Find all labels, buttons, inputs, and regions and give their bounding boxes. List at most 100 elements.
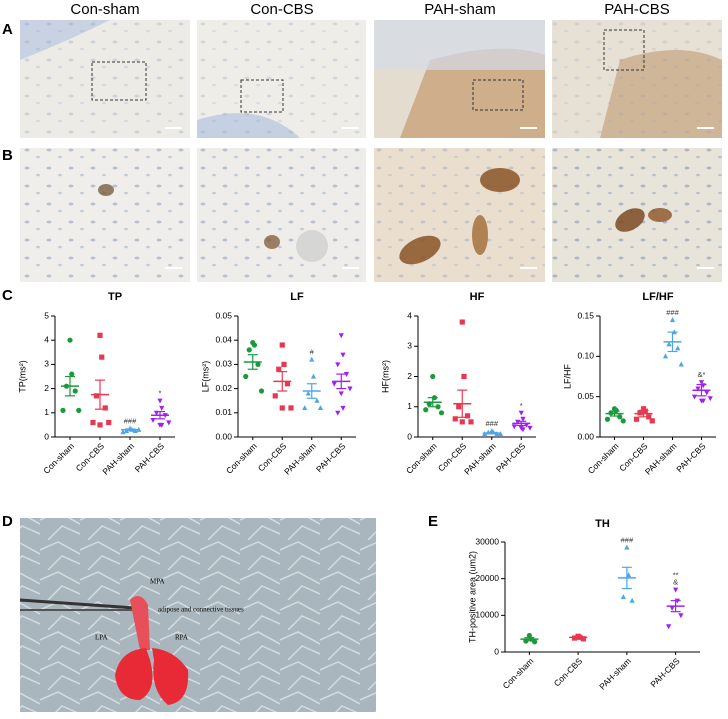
data-point — [707, 396, 713, 402]
data-point — [150, 417, 156, 423]
significance-label: * — [159, 389, 162, 398]
significance-label: ### — [485, 419, 498, 428]
data-point — [452, 416, 458, 422]
panel-letter: A — [2, 21, 13, 38]
significance-label: ### — [666, 308, 679, 317]
data-point — [60, 407, 66, 413]
data-point — [662, 353, 669, 359]
data-point — [279, 405, 285, 411]
y-tick-label: 0.03 — [215, 359, 232, 369]
x-tick-label: PAH-sham — [643, 441, 679, 477]
significance-label: * — [520, 401, 523, 410]
photo-label: RPA — [175, 634, 188, 642]
data-point — [695, 386, 701, 392]
y-tick-label: 20000 — [475, 573, 499, 583]
column-header: Con-CBS — [250, 1, 313, 18]
data-point — [459, 319, 465, 325]
y-tick-label: 5 — [44, 310, 49, 320]
data-point — [97, 332, 103, 338]
y-tick-label: 0.00 — [577, 431, 594, 441]
data-point — [335, 362, 341, 368]
data-point — [335, 410, 341, 416]
chart-title: LF/HF — [642, 291, 673, 303]
y-tick-label: 4 — [44, 334, 49, 344]
data-point — [423, 407, 429, 413]
data-point — [310, 373, 317, 379]
y-tick-label: 1 — [44, 407, 49, 417]
y-axis-title: LF/HF — [562, 364, 572, 390]
panel-letter: E — [428, 513, 438, 530]
data-point — [673, 587, 679, 593]
data-point — [305, 390, 311, 396]
data-point — [102, 405, 108, 411]
data-point — [620, 418, 626, 424]
photo-label: LPA — [95, 634, 108, 642]
data-point — [159, 422, 165, 428]
photo-label: adipose and connective tissues — [158, 606, 244, 614]
y-tick-label: 0 — [494, 646, 499, 656]
data-point — [255, 361, 261, 367]
histology-row-b — [20, 148, 722, 282]
data-point — [646, 414, 652, 420]
data-point — [279, 342, 285, 348]
data-point — [99, 354, 105, 360]
chart-title: LF — [290, 291, 304, 303]
data-point — [624, 544, 630, 550]
data-point — [620, 594, 626, 600]
data-point — [258, 388, 265, 394]
column-header: Con-sham — [70, 1, 139, 18]
data-point — [666, 341, 672, 347]
data-point — [76, 407, 82, 413]
x-tick-label: PAH-CBS — [494, 441, 528, 475]
data-point — [461, 373, 467, 380]
data-point — [675, 345, 681, 351]
data-point — [67, 337, 73, 343]
data-point — [435, 404, 441, 410]
data-point — [347, 386, 353, 392]
y-tick-label: 4 — [407, 310, 412, 320]
data-point — [276, 366, 282, 372]
x-tick-label: Con-sham — [224, 441, 259, 476]
data-point — [272, 393, 278, 399]
y-axis-title: TP(ms²) — [17, 360, 27, 393]
x-tick-label: PAH-sham — [597, 656, 633, 692]
data-point — [159, 405, 165, 411]
data-point — [157, 398, 163, 404]
y-tick-label: 0.00 — [215, 431, 232, 441]
data-point — [288, 405, 294, 411]
y-tick-label: 0 — [44, 431, 49, 441]
x-tick-label: PAH-sham — [282, 441, 318, 477]
data-point — [617, 414, 623, 420]
data-point — [106, 419, 112, 426]
y-tick-label: 0.15 — [577, 310, 594, 320]
data-point — [518, 410, 524, 416]
y-tick-label: 0 — [407, 431, 412, 441]
data-point — [317, 405, 324, 411]
x-tick-label: Con-sham — [41, 441, 76, 476]
data-point — [520, 427, 526, 433]
x-tick-label: PAH-CBS — [648, 656, 682, 690]
data-point — [97, 422, 103, 428]
data-point — [678, 613, 684, 619]
data-point — [90, 419, 96, 426]
histology-row-a — [20, 20, 722, 138]
y-tick-label: 2 — [407, 371, 412, 381]
data-point — [314, 397, 320, 403]
data-point — [438, 410, 445, 416]
significance-label: ** — [673, 571, 679, 580]
data-point — [343, 372, 350, 377]
data-point — [281, 361, 287, 367]
data-point — [284, 381, 291, 387]
data-point — [243, 373, 249, 380]
x-tick-label: PAH-CBS — [133, 441, 167, 475]
data-point — [251, 342, 258, 348]
significance-label: ### — [124, 417, 137, 426]
data-point — [340, 352, 346, 358]
data-point — [700, 398, 706, 404]
data-point — [430, 373, 436, 380]
data-point — [629, 597, 635, 603]
data-point — [309, 356, 315, 362]
data-point — [633, 416, 640, 422]
y-tick-label: 0.05 — [215, 310, 232, 320]
